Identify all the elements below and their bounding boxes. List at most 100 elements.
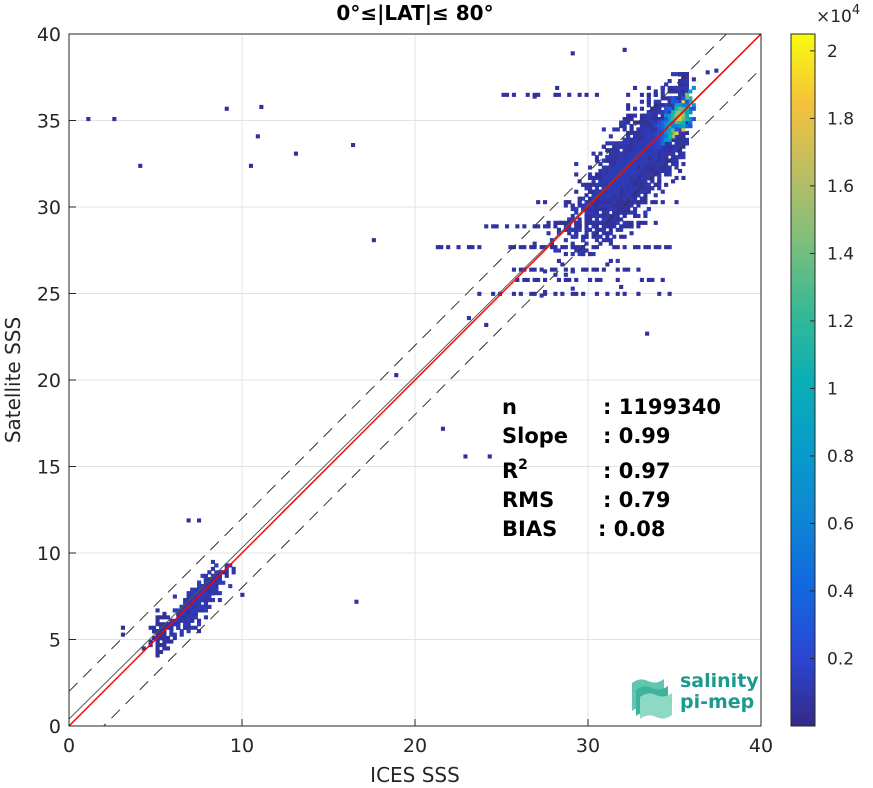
density-cell-2618 xyxy=(563,245,568,250)
density-cell-2740 xyxy=(653,92,658,97)
density-cell-2273 xyxy=(633,137,638,142)
density-cell-3380 xyxy=(622,175,627,180)
density-cell-4067 xyxy=(224,106,229,111)
density-cell-2752 xyxy=(563,224,568,229)
density-cell-635 xyxy=(684,137,689,142)
density-cell-3424 xyxy=(626,172,631,177)
density-cell-3462 xyxy=(664,120,669,125)
density-cell-2575 xyxy=(657,110,662,115)
density-cell-2651 xyxy=(622,267,627,272)
density-cell-3314 xyxy=(643,137,648,142)
density-cell-1095 xyxy=(591,213,596,218)
density-cell-203 xyxy=(639,120,644,125)
stat-label-3: RMS xyxy=(502,488,554,512)
density-cell-3284 xyxy=(619,179,624,184)
density-cell-3335 xyxy=(643,141,648,146)
density-cell-2193 xyxy=(556,231,561,236)
density-cell-2669 xyxy=(615,291,620,296)
density-cell-1377 xyxy=(660,189,665,194)
density-cell-1298 xyxy=(612,224,617,229)
density-cell-288 xyxy=(626,103,631,108)
density-cell-2564 xyxy=(626,193,631,198)
density-cell-2606 xyxy=(477,245,482,250)
density-cell-2636 xyxy=(518,267,523,272)
density-cell-1672 xyxy=(622,127,627,132)
density-cell-1352 xyxy=(594,200,599,205)
density-cell-3413 xyxy=(626,155,631,160)
density-cell-3901 xyxy=(203,615,208,620)
density-cell-3978 xyxy=(200,598,205,603)
density-cell-31 xyxy=(633,213,638,218)
density-cell-1663 xyxy=(639,124,644,129)
density-cell-4034 xyxy=(162,646,167,651)
density-cell-1764 xyxy=(601,227,606,232)
density-cell-2227 xyxy=(674,137,679,142)
density-cell-3451 xyxy=(664,130,669,135)
density-cell-1741 xyxy=(646,168,651,173)
pi-mep-logo: salinity pi-mep xyxy=(632,670,759,719)
density-cell-2343 xyxy=(581,238,586,243)
density-cell-2404 xyxy=(605,213,610,218)
density-cell-2321 xyxy=(653,162,658,167)
density-cell-2145 xyxy=(626,207,631,212)
density-cell-4045 xyxy=(159,615,164,620)
density-cell-3385 xyxy=(657,124,662,129)
density-cell-2665 xyxy=(574,291,579,296)
density-cell-3495 xyxy=(667,106,672,111)
density-cell-2710 xyxy=(563,200,568,205)
density-cell-152 xyxy=(664,82,669,87)
density-cell-2719 xyxy=(639,200,644,205)
density-cell-2410 xyxy=(639,175,644,180)
density-cell-1950 xyxy=(598,207,603,212)
density-cell-3763 xyxy=(193,625,198,630)
density-cell-2680 xyxy=(556,277,561,282)
density-cell-2540 xyxy=(639,130,644,135)
density-cell-3144 xyxy=(626,179,631,184)
density-cell-4064 xyxy=(120,632,125,637)
density-cell-1249 xyxy=(626,137,631,142)
density-cell-4080 xyxy=(394,373,399,378)
density-cell-3935 xyxy=(186,615,191,620)
density-cell-440 xyxy=(657,182,662,187)
density-cell-1768 xyxy=(681,85,686,90)
density-cell-3863 xyxy=(183,622,188,627)
density-cell-2028 xyxy=(570,227,575,232)
density-cell-1822 xyxy=(612,196,617,201)
density-cell-2619 xyxy=(570,245,575,250)
density-cell-2168 xyxy=(660,85,665,90)
density-cell-4072 xyxy=(371,238,376,243)
density-cell-1995 xyxy=(619,144,624,149)
density-cell-3588 xyxy=(674,103,679,108)
density-cell-3915 xyxy=(214,587,219,592)
density-cell-3601 xyxy=(674,113,679,118)
colorbar-multiplier: ×104 xyxy=(816,3,860,27)
colorbar-tick-label-5: 1.2 xyxy=(827,312,854,332)
density-cell-3305 xyxy=(664,137,669,142)
density-cell-2555 xyxy=(664,148,669,153)
density-cell-4047 xyxy=(141,646,146,651)
density-cell-3865 xyxy=(190,615,195,620)
density-cell-1278 xyxy=(615,151,620,156)
density-cell-3979 xyxy=(203,594,208,599)
density-cell-2292 xyxy=(594,193,599,198)
density-cell-2363 xyxy=(653,168,658,173)
density-cell-3551 xyxy=(671,117,676,122)
density-cell-3549 xyxy=(681,103,686,108)
density-cell-844 xyxy=(588,196,593,201)
density-cell-1236 xyxy=(633,207,638,212)
density-cell-3892 xyxy=(176,618,181,623)
density-cell-1213 xyxy=(608,134,613,139)
density-cell-1191 xyxy=(660,92,665,97)
density-cell-2056 xyxy=(615,203,620,208)
density-cell-3927 xyxy=(197,622,202,627)
y-tick-labels: 0 5 10 15 20 25 30 35 40 xyxy=(37,24,76,738)
density-cell-2329 xyxy=(601,158,606,163)
density-cell-2984 xyxy=(646,130,651,135)
density-cell-2297 xyxy=(594,213,599,218)
density-cell-3929 xyxy=(193,611,198,616)
density-cell-1124 xyxy=(608,207,613,212)
density-cell-341 xyxy=(612,165,617,170)
density-cell-3083 xyxy=(608,168,613,173)
density-cell-3593 xyxy=(674,127,679,132)
density-cell-3936 xyxy=(186,608,191,613)
